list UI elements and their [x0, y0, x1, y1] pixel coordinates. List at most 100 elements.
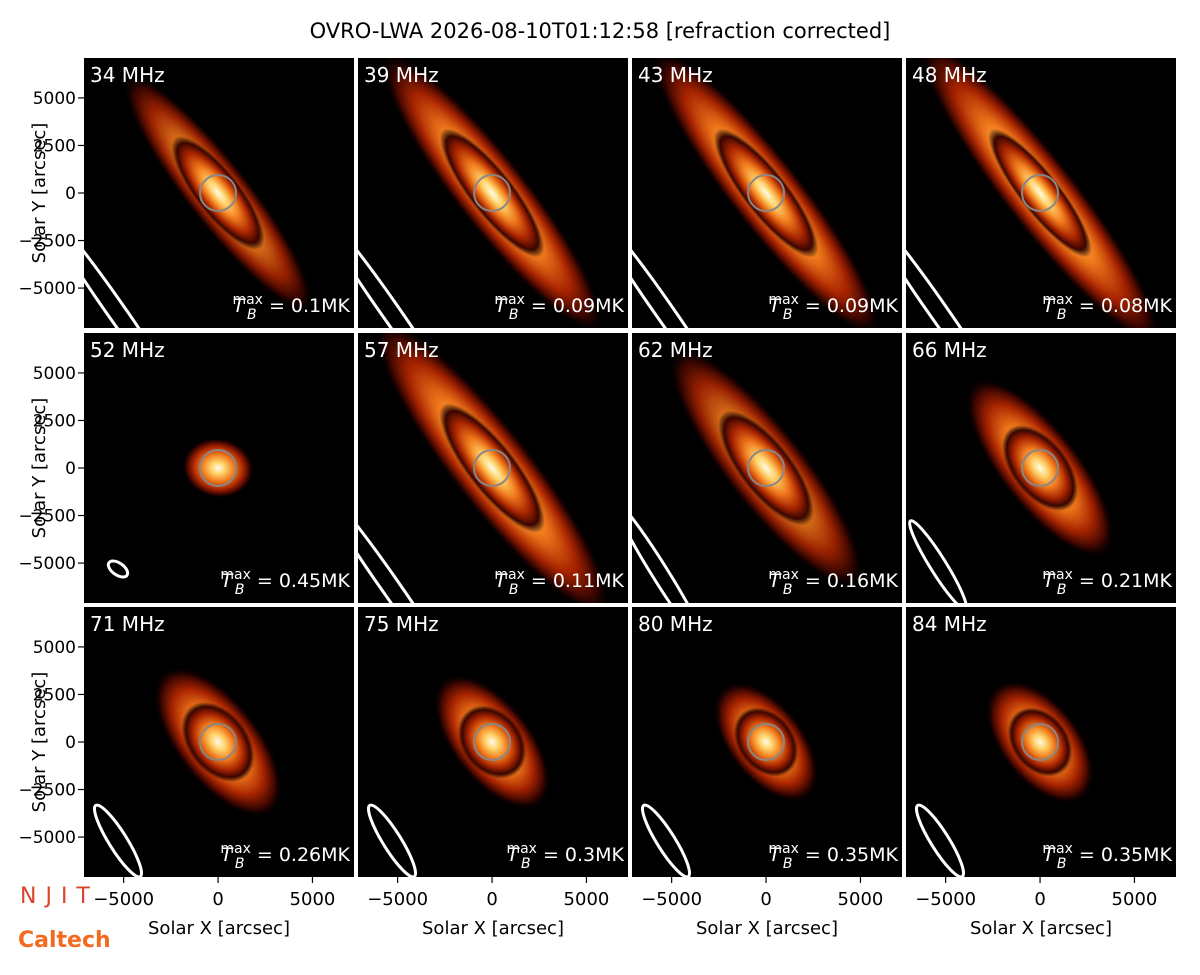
x-tick-label: 0	[760, 889, 771, 910]
solar-disk	[747, 449, 786, 487]
annotation-superscript: max	[768, 292, 799, 308]
x-tick-label: 0	[486, 889, 497, 910]
emission	[988, 128, 1092, 258]
x-tick-label: 5000	[564, 889, 610, 910]
x-tick-label: 0	[212, 889, 223, 910]
annotation-value: = 0.09MK	[531, 295, 625, 317]
y-tick-label: −5000	[18, 554, 76, 574]
annotation-value: = 0.11MK	[531, 570, 625, 592]
logo-caltech: Caltech	[18, 928, 111, 953]
y-axis-label: Solar Y [arcsec]	[29, 398, 50, 539]
panel-label: 66 MHz	[912, 338, 987, 362]
y-tick-label: 5000	[33, 638, 76, 658]
annotation-superscript: max	[232, 292, 263, 308]
figure-title: OVRO-LWA 2026-08-10T01:12:58 [refraction…	[310, 19, 891, 43]
annotation-subscript: B	[783, 307, 793, 323]
annotation-symbol: T	[233, 295, 246, 317]
y-axis-label: Solar Y [arcsec]	[29, 672, 50, 813]
x-axis-label: Solar X [arcsec]	[970, 918, 1112, 939]
solar-disk	[473, 449, 512, 487]
panel-label: 71 MHz	[90, 612, 165, 636]
annotation-symbol: T	[507, 844, 520, 866]
emission	[181, 702, 255, 782]
panel-label: 62 MHz	[638, 338, 713, 362]
panel-label: 57 MHz	[364, 338, 439, 362]
solar-disk	[199, 449, 238, 487]
annotation-subscript: B	[521, 856, 531, 872]
y-tick-label: −2500	[18, 232, 76, 252]
emission	[718, 410, 814, 526]
y-tick-label: 0	[65, 733, 76, 753]
annotation-value: = 0.35MK	[1079, 844, 1173, 866]
panel	[632, 607, 902, 877]
annotation-superscript: max	[1042, 567, 1073, 583]
emission	[713, 128, 819, 258]
panel-label: 52 MHz	[90, 338, 165, 362]
x-tick-label: 5000	[838, 889, 884, 910]
x-axis-label: Solar X [arcsec]	[422, 918, 564, 939]
logo-njit: NJIT	[20, 884, 99, 909]
annotation-superscript: max	[1042, 292, 1073, 308]
annotation-symbol: T	[495, 570, 508, 592]
x-tick-label: −5000	[93, 889, 154, 910]
emission	[733, 707, 799, 777]
panel	[358, 333, 628, 603]
annotation-symbol: T	[1043, 844, 1056, 866]
annotation-subscript: B	[783, 856, 793, 872]
panel	[84, 333, 354, 603]
annotation-symbol: T	[769, 295, 782, 317]
y-tick-label: 0	[65, 184, 76, 204]
annotation-subscript: B	[1057, 856, 1067, 872]
x-tick-label: −5000	[915, 889, 976, 910]
panel	[632, 58, 902, 328]
emission	[439, 128, 545, 258]
x-tick-label: 5000	[290, 889, 336, 910]
panel-label: 48 MHz	[912, 63, 987, 87]
emission	[182, 437, 254, 499]
x-axis-label: Solar X [arcsec]	[148, 918, 290, 939]
emission	[1007, 707, 1073, 777]
panel	[84, 58, 354, 328]
y-axis-label: Solar Y [arcsec]	[29, 123, 50, 264]
y-tick-label: 0	[65, 459, 76, 479]
x-tick-label: −5000	[367, 889, 428, 910]
annotation-value: = 0.1MK	[269, 295, 351, 317]
panel	[358, 607, 628, 877]
y-tick-label: −5000	[18, 279, 76, 299]
x-tick-label: 5000	[1112, 889, 1158, 910]
annotation-value: = 0.21MK	[1079, 570, 1173, 592]
panel	[358, 58, 628, 328]
annotation-value: = 0.08MK	[1079, 295, 1173, 317]
panel	[906, 58, 1176, 328]
x-axis-label: Solar X [arcsec]	[696, 918, 838, 939]
x-tick-label: −5000	[641, 889, 702, 910]
annotation-value: = 0.45MK	[257, 570, 351, 592]
beam	[358, 208, 459, 328]
annotation-symbol: T	[221, 844, 234, 866]
annotation-symbol: T	[769, 570, 782, 592]
annotation-symbol: T	[1043, 295, 1056, 317]
annotation-superscript: max	[506, 841, 537, 857]
y-tick-label: −2500	[18, 507, 76, 527]
beam	[640, 803, 692, 877]
beam	[106, 559, 130, 579]
annotation-value: = 0.3MK	[543, 844, 625, 866]
solar-disk	[199, 174, 238, 212]
beam	[632, 208, 733, 328]
annotation-symbol: T	[769, 844, 782, 866]
beam	[358, 483, 459, 603]
annotation-superscript: max	[494, 292, 525, 308]
annotation-superscript: max	[768, 841, 799, 857]
panel	[84, 607, 354, 877]
solar-disk	[473, 174, 512, 212]
solar-disk	[747, 723, 786, 761]
panel-label: 80 MHz	[638, 612, 713, 636]
emission	[457, 705, 527, 779]
beam	[366, 803, 418, 877]
y-tick-label: 5000	[33, 89, 76, 109]
annotation-superscript: max	[1042, 841, 1073, 857]
annotation-subscript: B	[1057, 307, 1067, 323]
annotation-symbol: T	[495, 295, 508, 317]
